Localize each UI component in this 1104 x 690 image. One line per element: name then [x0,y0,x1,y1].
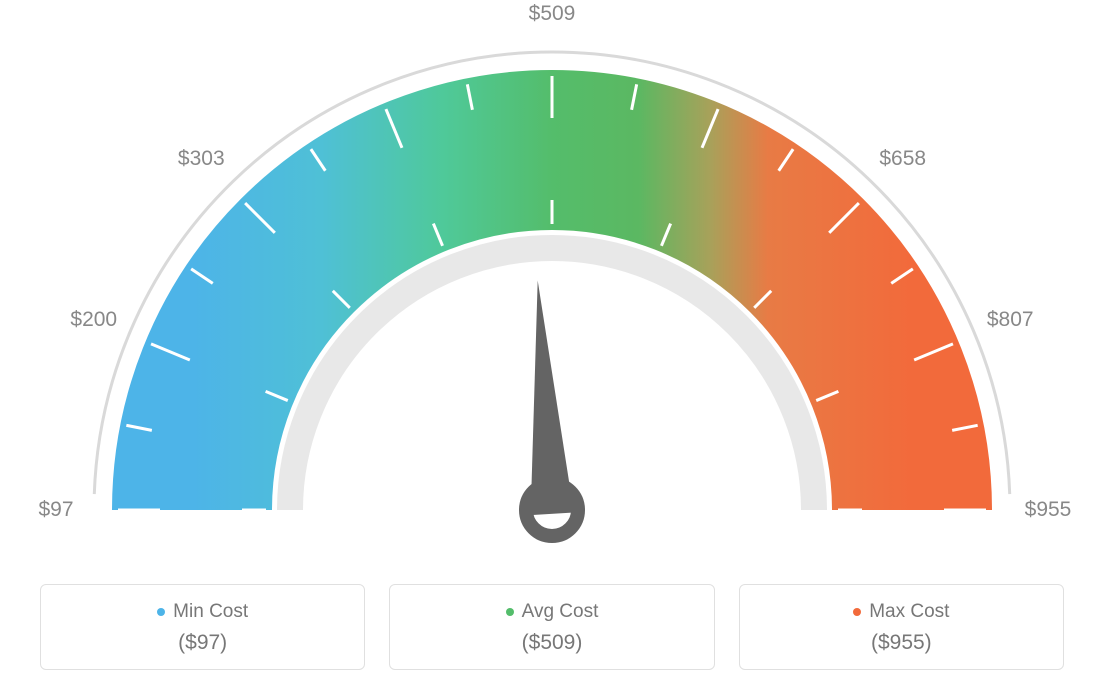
legend-title-avg: Avg Cost [506,601,599,623]
gauge-tick-label: $200 [70,308,117,332]
legend-value-avg: ($509) [390,631,713,655]
legend-value-min: ($97) [41,631,364,655]
dot-icon [157,608,165,616]
gauge-tick-label: $658 [879,147,926,171]
legend-card-avg: Avg Cost ($509) [389,584,714,670]
dot-icon [506,608,514,616]
legend-title-text: Min Cost [173,601,248,623]
gauge-chart: $97 $200 $303 $509 $658 $807 $955 [0,0,1104,570]
legend-title-min: Min Cost [157,601,248,623]
legend-card-max: Max Cost ($955) [739,584,1064,670]
cost-gauge-widget: $97 $200 $303 $509 $658 $807 $955 Min Cost ($9… [0,0,1104,690]
legend-title-max: Max Cost [853,601,949,623]
legend-value-max: ($955) [740,631,1063,655]
legend-card-min: Min Cost ($97) [40,584,365,670]
legend-title-text: Avg Cost [522,601,599,623]
dot-icon [853,608,861,616]
gauge-tick-label: $509 [529,2,576,26]
gauge-tick-label: $955 [1025,498,1072,522]
legend-row: Min Cost ($97) Avg Cost ($509) Max Cost … [40,584,1064,670]
legend-title-text: Max Cost [869,601,949,623]
gauge-tick-label: $303 [178,147,225,171]
gauge-tick-label: $97 [38,498,73,522]
gauge-tick-label: $807 [987,308,1034,332]
